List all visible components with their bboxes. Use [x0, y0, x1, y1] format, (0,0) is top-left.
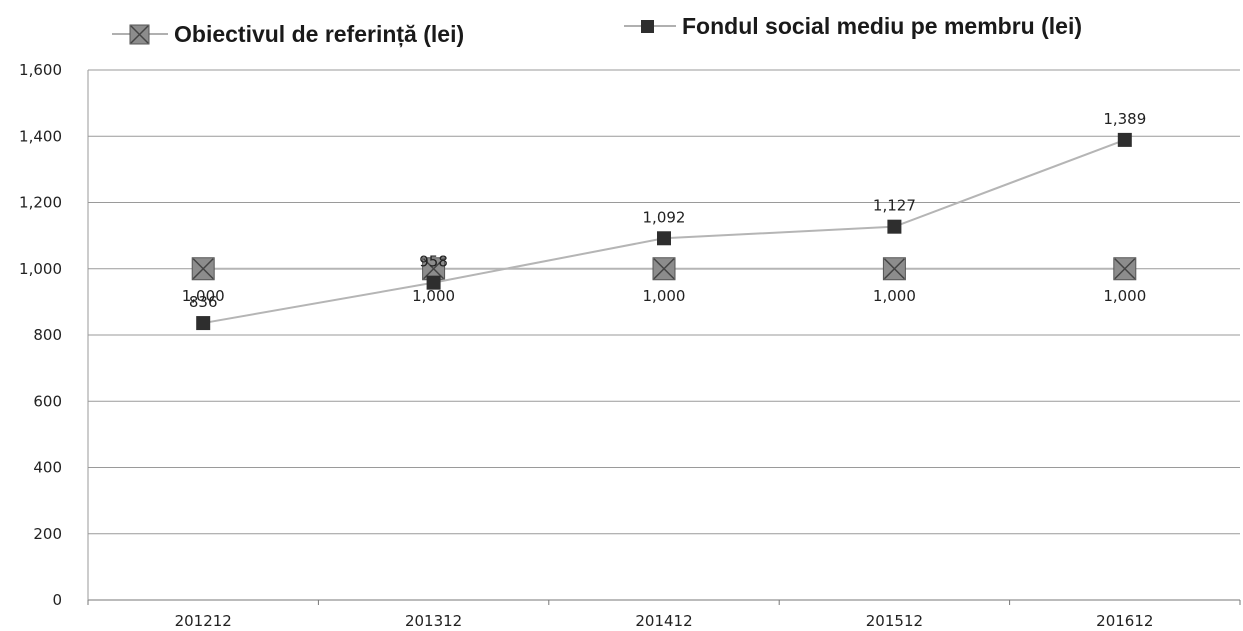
series-social-fund-point [1117, 132, 1132, 147]
y-tick-label: 200 [33, 525, 62, 543]
series-reference-point [882, 257, 906, 281]
legend-item-social-fund: Fondul social mediu pe membru (lei) [624, 13, 1082, 39]
y-tick-label: 0 [52, 591, 62, 609]
series-reference-point [652, 257, 676, 281]
series-social-fund-point [887, 219, 902, 234]
series-social-fund-point [426, 275, 441, 290]
series-social-fund-point [657, 231, 671, 246]
y-tick-label: 1,400 [19, 127, 62, 145]
x-tick-label: 201312 [405, 612, 462, 630]
series-social-fund-data-label: 1,389 [1103, 110, 1146, 128]
y-tick-label: 800 [33, 326, 62, 344]
series-social-fund-data-label: 958 [419, 253, 448, 271]
series-social-fund-point [196, 316, 211, 331]
series-layer: 1,000 1,000 1,000 1,000 1,0008369581,0921,12… [182, 110, 1146, 331]
series-social-fund-data-label: 1,127 [873, 197, 916, 215]
series-reference-data-label: 1,000 [873, 287, 916, 305]
x-tick-label: 201212 [175, 612, 232, 630]
series-reference-point [191, 257, 215, 281]
legend: Obiectivul de referință (lei) Fondul soc… [112, 13, 1082, 48]
axes [87, 70, 1241, 605]
legend-item-reference: Obiectivul de referință (lei) [112, 21, 464, 48]
series-reference-data-label: 1,000 [643, 287, 686, 305]
series-social-fund-data-label: 836 [189, 293, 218, 311]
y-tick-label: 1,600 [19, 61, 62, 79]
y-axis-ticks: 0 200 400 600 800 1,000 1,200 1,400 1,600 [19, 61, 62, 609]
legend-reference-label: Obiectivul de referință (lei) [174, 21, 464, 48]
series-reference-point [1113, 257, 1137, 281]
legend-social-fund-marker [641, 20, 654, 33]
x-tick-label: 201412 [635, 612, 692, 630]
series-social-fund-data-label: 1,092 [643, 208, 686, 226]
x-tick-label: 201612 [1096, 612, 1153, 630]
series-reference-data-label: 1,000 [182, 287, 225, 305]
x-axis-ticks: 201212 201312 201412 201512 201612 [175, 612, 1154, 630]
x-tick-label: 201512 [866, 612, 923, 630]
series-social-fund: 836 958 1,092 1,127 1,389 [189, 110, 1146, 331]
legend-social-fund-label: Fondul social mediu pe membru (lei) [682, 13, 1082, 39]
series-reference-data-label: 1,000 [1103, 287, 1146, 305]
series-reference-data-label: 1,000 [412, 287, 455, 305]
y-tick-label: 400 [33, 459, 62, 477]
y-tick-label: 1,200 [19, 194, 62, 212]
series-reference: 1,000 1,000 1,000 1,000 1,000 [182, 257, 1146, 305]
y-tick-label: 1,000 [19, 260, 62, 278]
y-tick-label: 600 [33, 392, 62, 410]
